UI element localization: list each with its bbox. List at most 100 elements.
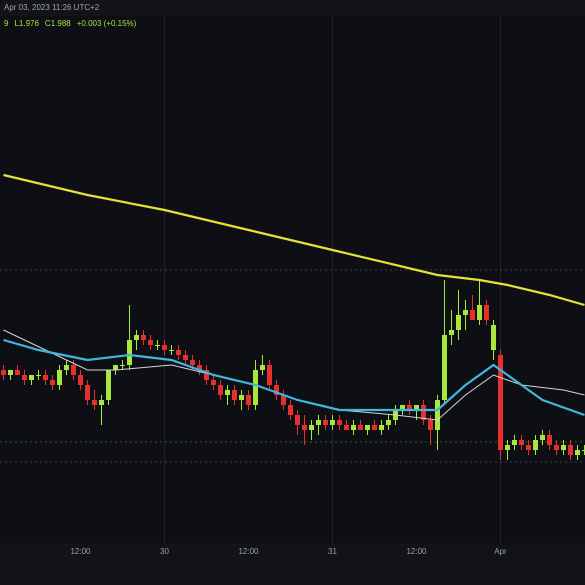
candle-body [582,450,585,451]
candle-body [421,405,426,420]
candle-body [22,375,27,380]
candle-body [351,425,356,430]
candle-body [568,445,573,455]
candle-body [134,335,139,340]
candle-body [449,330,454,335]
candle-body [442,335,447,400]
ohlc-legend: 9 L1.976 C1.988 +0.003 (+0.15%) [4,19,137,28]
candle-body [64,365,69,370]
x-tick-label: Apr [494,547,507,556]
candle-body [330,420,335,425]
legend-item: +0.003 (+0.15%) [77,19,137,28]
candle-body [176,350,181,355]
candle-body [169,350,174,351]
candle-body [435,400,440,430]
candle-body [232,390,237,400]
candle-body [71,365,76,375]
candle-body [281,395,286,405]
chart-title: Apr 03, 2023 11:26 UTC+2 [4,3,100,12]
moving-average-line [3,173,585,307]
candle-body [414,405,419,410]
candle-body [267,365,272,385]
candle-body [477,305,482,320]
candle-body [197,365,202,370]
legend-item: 9 [4,19,9,28]
candle-body [218,385,223,395]
candle-body [50,380,55,385]
candle-body [260,365,265,370]
candle-body [519,440,524,445]
candle-body [92,400,97,405]
candle-body [344,425,349,430]
candle-body [274,385,279,395]
candle-body [295,415,300,425]
candle-body [505,445,510,450]
x-tick-label: 12:00 [238,547,259,556]
candle-body [246,395,251,405]
candle-body [533,440,538,450]
x-tick-label: 31 [328,547,337,556]
candle-body [225,390,230,395]
candle-body [78,375,83,385]
x-tick-label: 12:00 [70,547,91,556]
candle-body [85,385,90,400]
candle-body [407,405,412,410]
candle-body [379,425,384,430]
candle-body [141,335,146,340]
candle-body [155,345,160,346]
candle-body [337,420,342,425]
candle-body [365,425,370,430]
candle-body [323,420,328,425]
candle-body [99,400,104,405]
candle-body [113,365,118,370]
candle-body [148,340,153,345]
candle-body [302,425,307,430]
candle-body [463,310,468,315]
x-tick-label: 30 [160,547,169,556]
candle-body [512,440,517,445]
candle-body [554,445,559,450]
legend-item: L1.976 [14,19,39,28]
candle-body [526,445,531,450]
candle-body [183,355,188,360]
time-axis-bar [0,543,585,585]
candle-body [456,315,461,330]
candle-body [36,375,41,376]
x-tick-label: 12:00 [406,547,427,556]
candle-body [372,425,377,430]
header-bar [0,0,585,16]
candle-body [120,365,125,366]
candle-body [540,435,545,440]
candle-body [239,395,244,400]
candle-body [288,405,293,415]
candle-body [561,445,566,450]
candle-body [491,325,496,350]
candle-body [204,370,209,380]
candle-body [106,370,111,400]
moving-average-line [3,338,585,417]
candle-body [498,355,503,450]
candle-body [358,425,363,430]
candle-body [29,375,34,380]
candle-body [575,450,580,455]
legend-item: C1.988 [45,19,71,28]
candle-body [57,370,62,385]
candle-body [484,305,489,320]
candle-body [8,370,13,375]
candle-body [309,425,314,430]
candle-body [386,420,391,425]
candle-body [211,380,216,385]
candle-body [127,340,132,365]
candle-body [190,360,195,365]
candle-body [428,420,433,430]
candle-body [162,345,167,350]
candle-body [1,370,6,375]
candle-body [253,370,258,405]
candle-body [400,405,405,410]
candle-body [43,375,48,380]
candle-body [316,420,321,425]
candle-body [547,435,552,445]
candle-body [470,310,475,320]
